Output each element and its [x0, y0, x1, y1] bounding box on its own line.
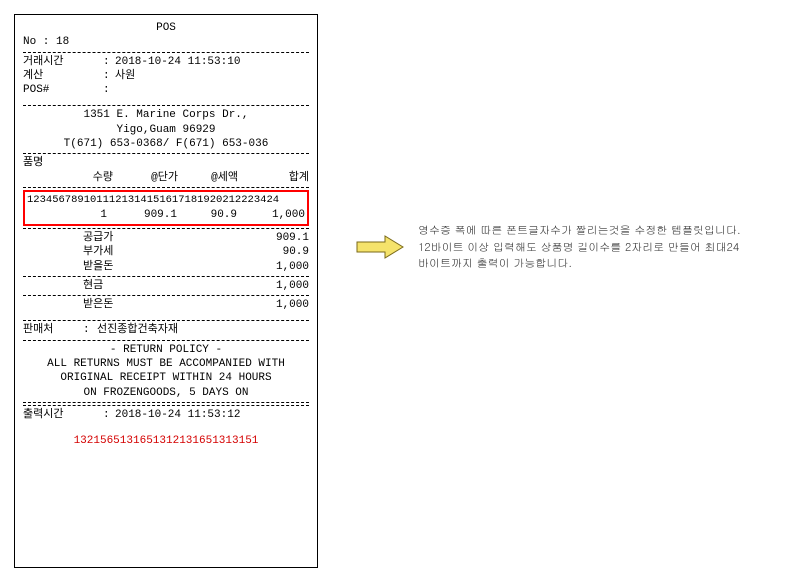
store-addr1: 1351 E. Marine Corps Dr.,: [23, 108, 309, 122]
receivable-row: 받을돈 1,000: [23, 260, 309, 274]
time-label: 거래시간: [23, 55, 103, 69]
received-row: 받은돈 1,000: [23, 298, 309, 312]
arrow-shape: [357, 236, 403, 258]
print-time-value: 2018-10-24 11:53:12: [115, 408, 309, 422]
supply-value: 909.1: [163, 231, 309, 245]
policy-title: - RETURN POLICY -: [23, 343, 309, 357]
time-row: 거래시간 : 2018-10-24 11:53:10: [23, 55, 309, 69]
vat-row: 부가세 90.9: [23, 245, 309, 259]
arrow-icon: [355, 234, 405, 264]
annotation-text: 영수증 폭에 따른 폰트글자수가 짤리는것을 수정한 템플릿입니다. 12바이트…: [418, 223, 741, 273]
received-value: 1,000: [163, 298, 309, 312]
vat-label: 부가세: [83, 245, 163, 259]
item-highlight: 1234567891011121314151617181920212223424…: [23, 190, 309, 226]
store-addr2: Yigo,Guam 96929: [23, 123, 309, 137]
cashier-value: 사원: [115, 69, 309, 83]
col-name: 품명: [23, 156, 309, 170]
divider: [23, 228, 309, 229]
divider: [23, 105, 309, 106]
barcode-text: 1321565131651312131651313151: [23, 434, 309, 448]
print-time-label: 출력시간: [23, 408, 103, 422]
col-qty: 수량: [63, 171, 113, 185]
seller-value: 선진종합건축자재: [97, 323, 178, 337]
receivable-label: 받을돈: [83, 260, 163, 274]
policy-line1: ALL RETURNS MUST BE ACCOMPANIED WITH: [23, 357, 309, 371]
divider: [23, 340, 309, 341]
col-tax: @세액: [178, 171, 238, 185]
item-unit: 909.1: [107, 208, 177, 222]
pos-value: [115, 83, 309, 97]
divider: [23, 52, 309, 53]
pos-label: POS#: [23, 83, 103, 97]
pos-header: POS: [23, 21, 309, 35]
divider: [23, 295, 309, 296]
divider: [23, 187, 309, 188]
print-time-row: 출력시간 : 2018-10-24 11:53:12: [23, 408, 309, 422]
cash-value: 1,000: [163, 279, 309, 293]
policy-line3: ON FROZENGOODS, 5 DAYS ON: [23, 386, 309, 400]
time-value: 2018-10-24 11:53:10: [115, 55, 309, 69]
cash-row: 현금 1,000: [23, 279, 309, 293]
pos-row: POS# :: [23, 83, 309, 97]
receipt-no: No : 18: [23, 35, 309, 49]
col-total: 합계: [238, 171, 309, 185]
no-label: No: [23, 36, 36, 48]
seller-label: 판매처: [23, 323, 83, 337]
seller-row: 판매처 : 선진종합건축자재: [23, 323, 309, 337]
supply-row: 공급가 909.1: [23, 231, 309, 245]
policy-line2: ORIGINAL RECEIPT WITHIN 24 HOURS: [23, 371, 309, 385]
column-headers: 수량 @단가 @세액 합계: [23, 171, 309, 185]
divider: [23, 276, 309, 277]
divider: [23, 320, 309, 321]
item-tax: 90.9: [177, 208, 237, 222]
item-total: 1,000: [237, 208, 305, 222]
receivable-value: 1,000: [163, 260, 309, 274]
divider: [23, 153, 309, 154]
item-values: 1 909.1 90.9 1,000: [27, 208, 305, 222]
item-qty: 1: [27, 208, 107, 222]
store-phone: T(671) 653-0368/ F(671) 653-036: [23, 137, 309, 151]
received-label: 받은돈: [83, 298, 163, 312]
cashier-row: 계산 : 사원: [23, 69, 309, 83]
cash-label: 현금: [83, 279, 163, 293]
cashier-label: 계산: [23, 69, 103, 83]
divider: [23, 405, 309, 406]
supply-label: 공급가: [83, 231, 163, 245]
item-name: 1234567891011121314151617181920212223424: [27, 194, 305, 208]
col-unit: @단가: [113, 171, 178, 185]
receipt-container: POS No : 18 거래시간 : 2018-10-24 11:53:10 계…: [14, 14, 318, 568]
no-value: 18: [56, 36, 69, 48]
divider: [23, 402, 309, 403]
vat-value: 90.9: [163, 245, 309, 259]
